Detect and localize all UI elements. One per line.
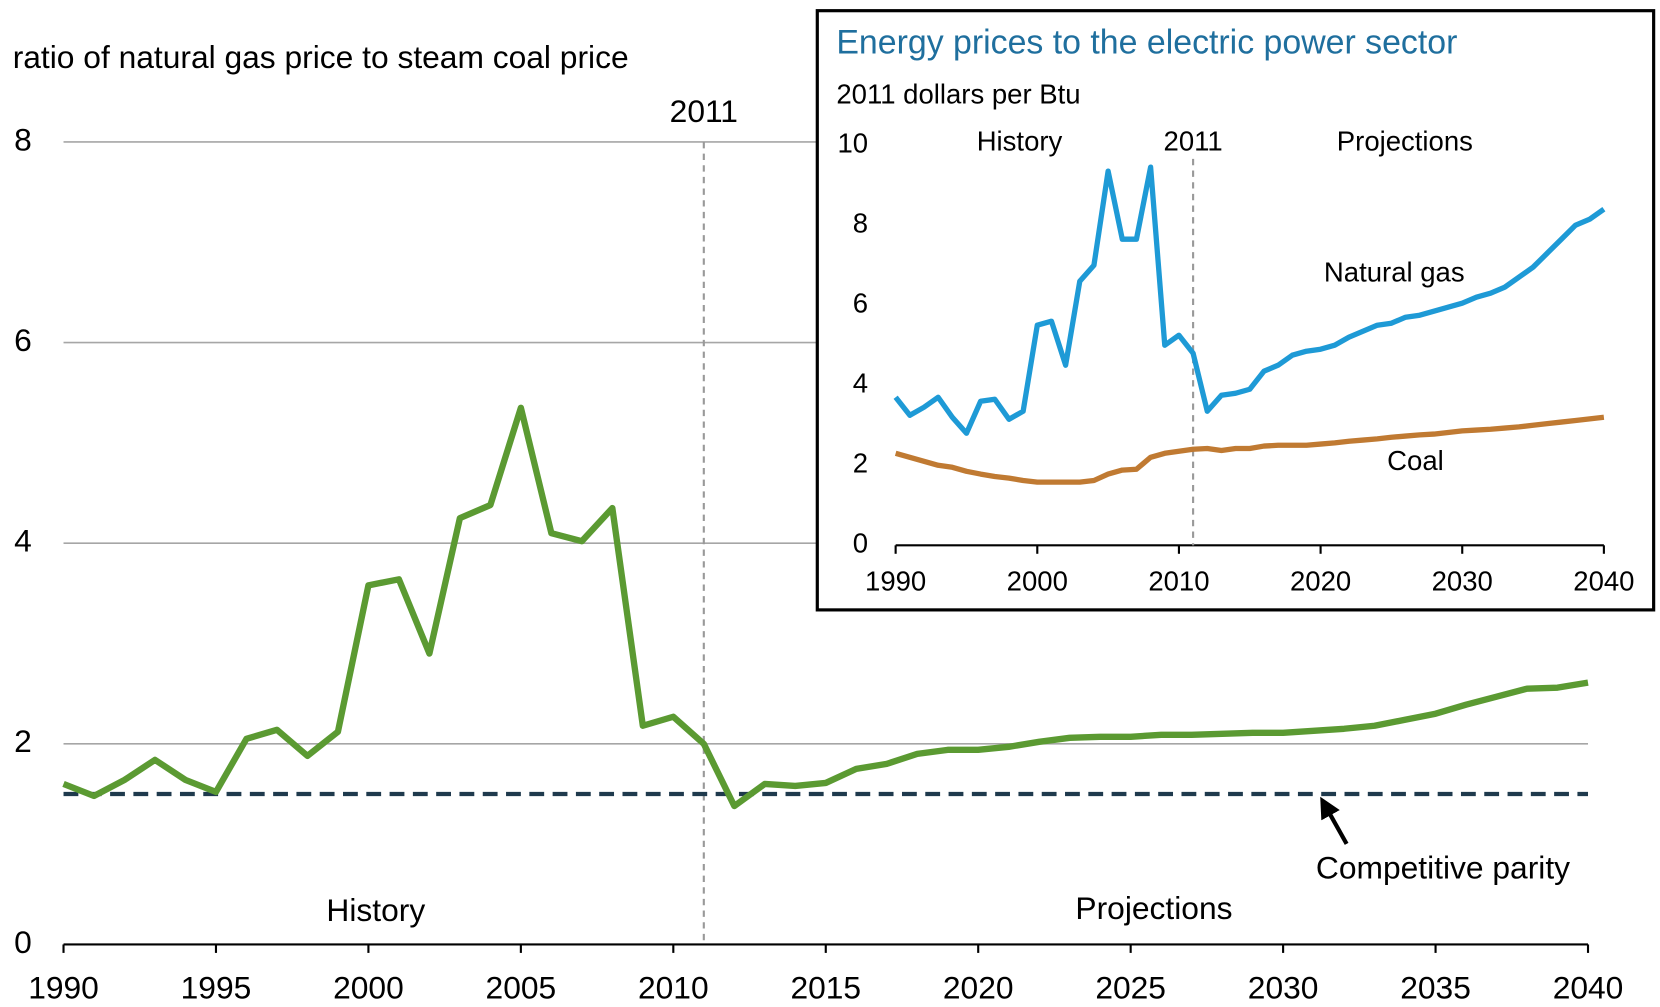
y-tick-label: 6: [853, 287, 868, 318]
y-tick-label: 4: [14, 523, 32, 559]
series-label: Coal: [1387, 445, 1444, 476]
y-tick-label: 10: [838, 127, 869, 158]
x-tick-label: 2020: [1290, 566, 1351, 597]
y-tick-label: 4: [853, 368, 868, 399]
x-tick-label: 1990: [865, 566, 926, 597]
inset-frame: [815, 9, 1656, 612]
region-label: History: [326, 892, 425, 928]
x-tick-label: 2030: [1248, 969, 1319, 1005]
annotation-arrow: [1320, 796, 1349, 845]
x-tick-label: 2020: [943, 969, 1014, 1005]
region-label: Projections: [1337, 125, 1473, 156]
x-tick-label: 2000: [1007, 566, 1068, 597]
x-tick-label: 2010: [1148, 566, 1209, 597]
x-tick-label: 2040: [1573, 566, 1634, 597]
x-tick-label: 2015: [790, 969, 861, 1005]
region-label: History: [977, 125, 1063, 156]
x-tick-label: 2040: [1553, 969, 1624, 1005]
y-axis-label: ratio of natural gas price to steam coal…: [13, 39, 629, 75]
data-line: [62, 404, 1589, 810]
series-label: Natural gas: [1324, 257, 1465, 288]
vertical-marker-label: 2011: [670, 93, 738, 129]
x-tick-label: 2025: [1095, 969, 1166, 1005]
x-tick-label: 2010: [638, 969, 709, 1005]
y-tick-label: 2: [14, 723, 32, 759]
x-tick-label: 2030: [1432, 566, 1493, 597]
x-tick-label: 2005: [486, 969, 557, 1005]
data-line: [894, 414, 1605, 485]
y-tick-label: 8: [14, 121, 32, 157]
reference-line-label: Competitive parity: [1316, 850, 1570, 886]
region-label: Projections: [1075, 890, 1232, 926]
y-tick-label: 2: [853, 448, 868, 479]
x-tick-label: 1995: [181, 969, 252, 1005]
y-tick-label: 8: [853, 207, 868, 238]
chart-title: Energy prices to the electric power sect…: [836, 24, 1457, 62]
y-axis-label: 2011 dollars per Btu: [836, 79, 1080, 110]
data-line: [893, 164, 1606, 436]
y-tick-label: 0: [14, 924, 32, 960]
x-tick-label: 2035: [1400, 969, 1471, 1005]
x-tick-label: 1990: [28, 969, 99, 1005]
x-tick-label: 2000: [333, 969, 404, 1005]
vertical-marker-label: 2011: [1164, 125, 1223, 156]
y-tick-label: 0: [853, 528, 868, 559]
y-tick-label: 6: [14, 322, 32, 358]
